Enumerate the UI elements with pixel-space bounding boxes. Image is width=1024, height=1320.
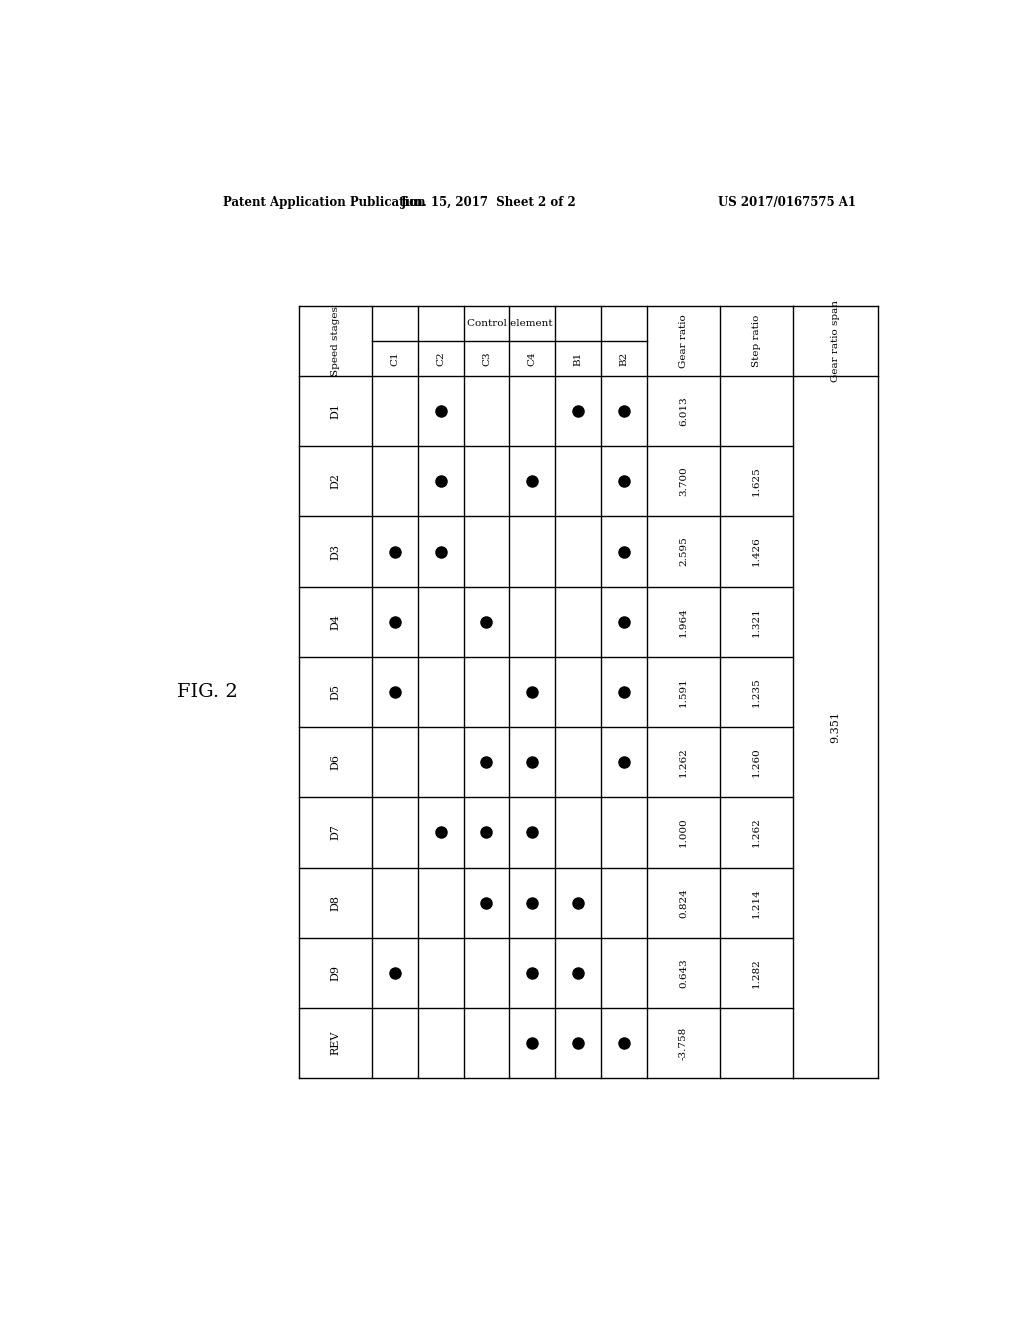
Text: 1.214: 1.214 [753, 888, 761, 917]
Text: 0.824: 0.824 [679, 888, 688, 917]
Text: C2: C2 [436, 351, 445, 366]
Text: D7: D7 [330, 825, 340, 841]
Text: Speed stages: Speed stages [331, 306, 340, 376]
Text: C1: C1 [390, 351, 399, 366]
Text: 1.625: 1.625 [753, 466, 761, 496]
Text: D2: D2 [330, 474, 340, 490]
Text: D8: D8 [330, 895, 340, 911]
Text: 1.321: 1.321 [753, 607, 761, 636]
Text: REV: REV [330, 1031, 340, 1055]
Text: B1: B1 [573, 351, 583, 366]
Text: 1.262: 1.262 [679, 747, 688, 777]
Text: 1.591: 1.591 [679, 677, 688, 708]
Text: 1.262: 1.262 [753, 817, 761, 847]
Text: 6.013: 6.013 [679, 396, 688, 426]
Text: Patent Application Publication: Patent Application Publication [223, 195, 426, 209]
Text: FIG. 2: FIG. 2 [177, 682, 238, 701]
Text: D4: D4 [330, 614, 340, 630]
Text: 9.351: 9.351 [830, 711, 841, 743]
Text: 0.643: 0.643 [679, 958, 688, 987]
Text: 1.282: 1.282 [753, 958, 761, 987]
Text: 1.260: 1.260 [753, 747, 761, 777]
Text: B2: B2 [620, 351, 629, 366]
Text: -3.758: -3.758 [679, 1027, 688, 1060]
Text: Control element: Control element [467, 319, 552, 327]
Text: 2.595: 2.595 [679, 537, 688, 566]
Text: D3: D3 [330, 544, 340, 560]
Text: 1.000: 1.000 [679, 817, 688, 847]
Text: US 2017/0167575 A1: US 2017/0167575 A1 [718, 195, 856, 209]
Text: Jun. 15, 2017  Sheet 2 of 2: Jun. 15, 2017 Sheet 2 of 2 [401, 195, 577, 209]
Text: Gear ratio: Gear ratio [679, 314, 688, 368]
Text: 1.964: 1.964 [679, 607, 688, 636]
Text: D9: D9 [330, 965, 340, 981]
Text: 1.235: 1.235 [753, 677, 761, 708]
Text: C4: C4 [527, 351, 537, 366]
Text: Gear ratio span: Gear ratio span [831, 300, 840, 381]
Text: 1.426: 1.426 [753, 537, 761, 566]
Text: D5: D5 [330, 684, 340, 700]
Text: C3: C3 [482, 351, 490, 366]
Text: D6: D6 [330, 754, 340, 771]
Text: Step ratio: Step ratio [753, 314, 761, 367]
Text: 3.700: 3.700 [679, 466, 688, 496]
Text: D1: D1 [330, 403, 340, 420]
